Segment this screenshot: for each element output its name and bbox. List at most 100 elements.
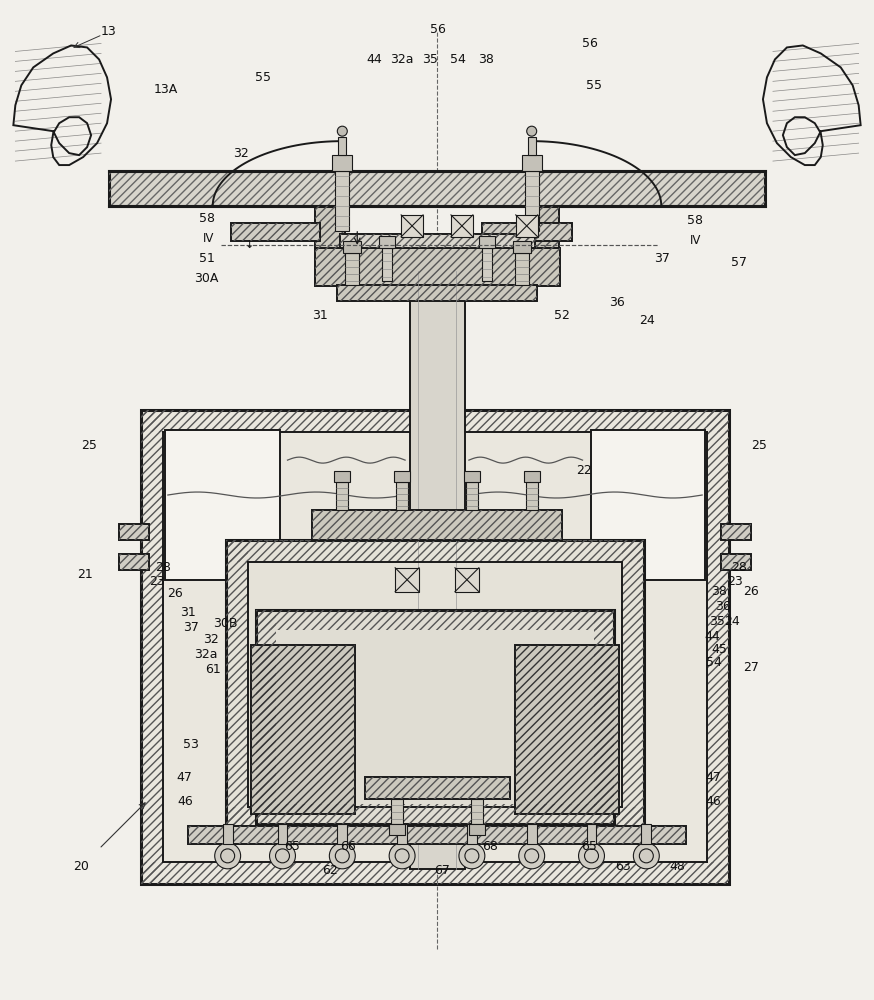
Bar <box>721 554 751 570</box>
Bar <box>223 824 232 844</box>
Text: 20: 20 <box>73 860 89 873</box>
Bar <box>397 824 407 844</box>
Bar <box>345 253 359 285</box>
Text: 35: 35 <box>709 615 725 628</box>
Circle shape <box>527 126 537 136</box>
Text: 24: 24 <box>640 314 656 327</box>
Text: 44: 44 <box>704 630 720 643</box>
Bar <box>251 645 355 814</box>
Bar <box>231 223 321 241</box>
Text: 32a: 32a <box>194 648 218 661</box>
Bar <box>528 137 536 155</box>
Bar <box>278 824 288 844</box>
Bar <box>337 285 537 301</box>
Bar <box>524 471 539 482</box>
Text: IV: IV <box>203 232 214 245</box>
Bar <box>586 824 596 844</box>
Bar <box>336 482 348 510</box>
Bar <box>513 241 531 253</box>
Text: 58: 58 <box>687 214 704 227</box>
Text: 27: 27 <box>743 661 759 674</box>
Bar <box>188 826 686 844</box>
Bar <box>338 137 346 155</box>
Bar <box>482 223 572 241</box>
Text: 52: 52 <box>553 309 570 322</box>
Bar <box>379 236 395 248</box>
Text: 23: 23 <box>149 575 165 588</box>
Bar <box>165 430 280 580</box>
Bar <box>141 410 729 884</box>
Text: 26: 26 <box>743 585 759 598</box>
Text: 36: 36 <box>715 600 731 613</box>
Circle shape <box>269 843 295 869</box>
Bar <box>365 777 510 799</box>
Bar <box>591 430 705 580</box>
Bar <box>343 241 361 253</box>
Text: 65: 65 <box>285 840 301 853</box>
Bar <box>255 610 275 824</box>
Bar <box>707 410 729 884</box>
Bar <box>365 777 510 799</box>
Text: 67: 67 <box>434 864 450 877</box>
Bar <box>119 554 149 570</box>
Bar <box>394 471 410 482</box>
Text: 28: 28 <box>731 561 747 574</box>
Bar <box>721 524 751 540</box>
Bar <box>721 554 751 570</box>
Bar <box>255 610 614 630</box>
Text: 28: 28 <box>155 561 170 574</box>
Text: 24: 24 <box>725 615 740 628</box>
Text: 38: 38 <box>478 53 494 66</box>
Bar <box>524 171 538 231</box>
Circle shape <box>459 843 485 869</box>
Bar <box>337 285 537 301</box>
Bar <box>316 206 345 248</box>
Bar <box>316 248 559 286</box>
Text: 37: 37 <box>655 252 670 265</box>
Bar <box>526 482 538 510</box>
Bar <box>515 253 529 285</box>
Bar <box>451 215 473 237</box>
Bar <box>622 540 644 829</box>
Text: 58: 58 <box>198 212 215 225</box>
Bar <box>255 804 614 824</box>
Text: 47: 47 <box>177 771 193 784</box>
Text: 54: 54 <box>450 53 466 66</box>
Text: 63: 63 <box>615 860 631 873</box>
Circle shape <box>634 843 659 869</box>
Bar <box>471 799 482 824</box>
Bar <box>522 155 542 171</box>
Bar <box>119 524 149 540</box>
Bar <box>389 824 406 835</box>
Text: ↓: ↓ <box>245 240 254 250</box>
Text: 46: 46 <box>177 795 192 808</box>
Bar <box>482 248 492 281</box>
Bar <box>251 645 355 814</box>
Text: 45: 45 <box>711 643 727 656</box>
Bar <box>119 524 149 540</box>
Text: 44: 44 <box>366 53 382 66</box>
Bar <box>225 807 644 829</box>
Text: 30B: 30B <box>213 617 238 630</box>
Bar <box>225 540 247 829</box>
Text: 65: 65 <box>581 840 598 853</box>
Bar <box>332 155 352 171</box>
Bar <box>340 234 535 248</box>
Text: 55: 55 <box>254 71 271 84</box>
Bar <box>642 824 651 844</box>
Text: 68: 68 <box>482 840 498 853</box>
Text: 25: 25 <box>751 439 766 452</box>
Bar <box>225 540 644 562</box>
Text: 55: 55 <box>586 79 601 92</box>
Bar <box>410 271 465 869</box>
Bar <box>109 171 765 206</box>
Text: 31: 31 <box>313 309 329 322</box>
Bar <box>316 248 559 286</box>
Bar <box>312 510 562 540</box>
Text: 48: 48 <box>669 860 685 873</box>
Text: 21: 21 <box>77 568 93 581</box>
Text: 13: 13 <box>101 25 117 38</box>
Circle shape <box>215 843 240 869</box>
Bar <box>141 410 729 432</box>
Bar <box>395 568 419 592</box>
